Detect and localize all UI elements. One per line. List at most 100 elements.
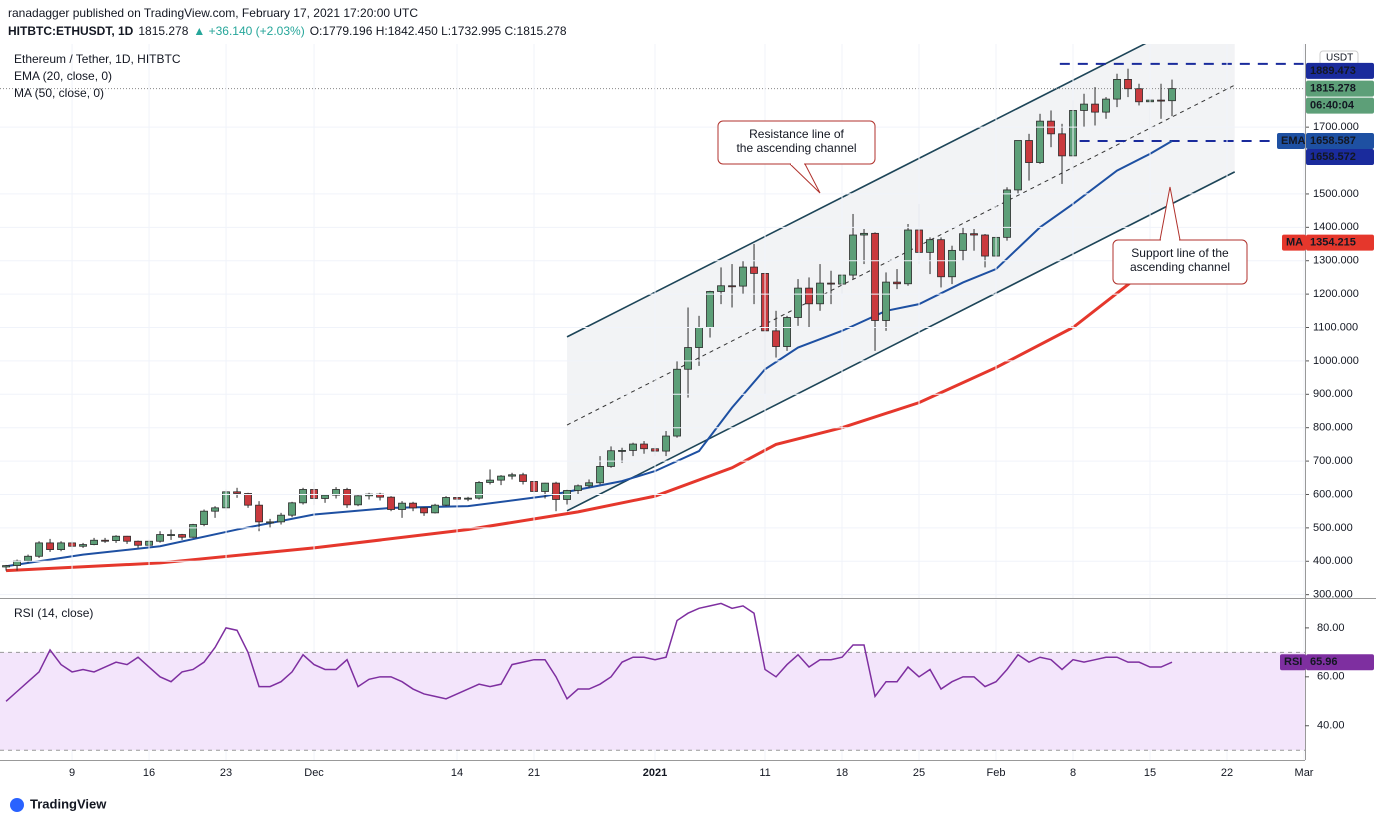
annotation-text: Resistance line of: [749, 127, 844, 141]
ema-line: [5, 140, 1173, 568]
y-tick-label: 400.000: [1313, 555, 1353, 567]
countdown-bg: [1306, 97, 1374, 114]
ma-value-label-bg: [1306, 234, 1374, 251]
legend-entry: Ethereum / Tether, 1D, HITBTC: [14, 52, 181, 66]
annotation-text: the ascending channel: [736, 141, 856, 155]
x-tick-label: 18: [836, 767, 848, 779]
rsi-title: RSI (14, close): [14, 606, 93, 620]
x-tick-label: 11: [759, 767, 770, 779]
candle-body: [156, 534, 164, 542]
candle-body: [937, 239, 945, 278]
candle-body: [772, 330, 780, 347]
x-tick-label: 23: [220, 767, 232, 779]
candle-body: [673, 368, 681, 437]
x-tick-label: 14: [451, 767, 463, 779]
candle-body: [332, 489, 340, 496]
callout-mask: [791, 163, 804, 165]
x-tick-label: 22: [1221, 767, 1233, 779]
y-tick-label: 900.000: [1313, 388, 1353, 400]
candle-body: [882, 281, 890, 321]
y-tick-label: 300.000: [1313, 589, 1353, 601]
x-tick-label: Feb: [987, 767, 1006, 779]
candle-body: [849, 234, 857, 276]
annotation-text: Support line of the: [1131, 246, 1229, 260]
quote: HITBTC:ETHUSDT, 1D 1815.278 ▲ +36.140 (+2.…: [8, 22, 572, 40]
callout: [1112, 239, 1248, 285]
candle-body: [464, 497, 472, 500]
rsi-value-label-bg: [1306, 654, 1374, 671]
candle-body: [541, 482, 549, 492]
candle-body: [1168, 88, 1176, 102]
y-tick-label: 1100.000: [1313, 321, 1358, 333]
candle-body: [574, 485, 582, 491]
candle-body: [662, 435, 670, 452]
level-label-bg: [1306, 148, 1374, 165]
level-label-bg: [1306, 62, 1374, 79]
candle-body: [805, 287, 813, 305]
support-line: [566, 171, 1236, 512]
header: ranadagger published on TradingView.com,…: [8, 4, 572, 40]
candle-body: [277, 514, 285, 523]
candle-body: [981, 234, 989, 257]
candle-body: [255, 504, 263, 523]
candle-body: [101, 539, 109, 542]
candle-body: [893, 281, 901, 285]
x-tick-label: Mar: [1295, 767, 1314, 779]
footer-brand: TradingView: [30, 796, 107, 811]
candle-body: [420, 507, 428, 514]
candle-body: [46, 542, 54, 550]
candle-body: [860, 232, 868, 236]
level-label: 1889.473: [1310, 65, 1356, 77]
x-tick-label: 2021: [643, 767, 667, 779]
candle-body: [1036, 120, 1044, 163]
candle-body: [409, 502, 417, 509]
last-price-label: 1815.278: [1310, 83, 1356, 95]
candle-body: [618, 450, 626, 452]
callout-mask: [1161, 239, 1179, 241]
candle-body: [123, 535, 131, 542]
candle-body: [321, 494, 329, 499]
y-tick-label: 1500.000: [1313, 188, 1359, 200]
candle-body: [266, 521, 274, 524]
candle-body: [629, 443, 637, 451]
candle-body: [1113, 78, 1121, 100]
candle-body: [563, 490, 571, 500]
candle-body: [750, 266, 758, 274]
x-tick-label: 15: [1144, 767, 1156, 779]
candle-body: [728, 285, 736, 288]
quote-part: 1815.278: [138, 24, 189, 38]
ema-value-label-bg: [1306, 132, 1374, 149]
x-tick-label: 21: [528, 767, 540, 779]
x-tick-label: Dec: [304, 767, 324, 779]
y-tick-label: 1000.000: [1313, 355, 1359, 367]
candle-body: [970, 233, 978, 236]
candle-body: [959, 233, 967, 251]
candle-body: [1025, 140, 1033, 163]
candle-body: [244, 493, 252, 506]
candle-body: [552, 482, 560, 500]
ma-name: MA: [1286, 237, 1303, 249]
candle-body: [695, 327, 703, 348]
candle-body: [112, 535, 120, 541]
x-tick-label: 9: [69, 767, 75, 779]
candle-body: [739, 266, 747, 287]
candle-body: [24, 555, 32, 562]
candle-body: [794, 287, 802, 318]
legend-entry: EMA (20, close, 0): [14, 69, 112, 83]
y-tick-label: 800.000: [1313, 422, 1353, 434]
candle-body: [497, 475, 505, 481]
y-tick-label: 500.000: [1313, 522, 1353, 534]
candle-body: [398, 502, 406, 510]
candle-body: [57, 542, 65, 550]
candle-body: [387, 496, 395, 510]
candle-body: [948, 249, 956, 278]
candle-body: [354, 495, 362, 506]
resistance-line: [566, 44, 1147, 338]
quote-part: HITBTC:ETHUSDT, 1D: [8, 24, 134, 38]
rsi-value-label: 65.96: [1310, 656, 1338, 668]
candle-body: [475, 482, 483, 499]
candle-body: [1124, 78, 1132, 90]
ma-line: [5, 241, 1174, 573]
